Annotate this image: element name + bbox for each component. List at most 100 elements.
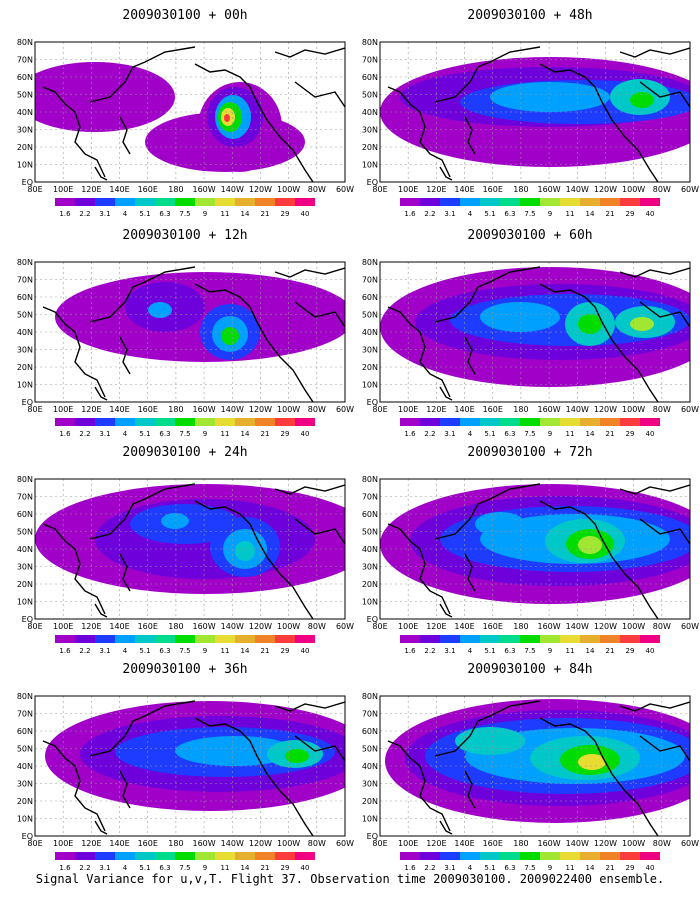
colorbar-swatch — [215, 635, 235, 643]
colorbar-level-label: 40 — [646, 647, 655, 655]
coastline — [539, 63, 659, 182]
lon-tick-label: 160E — [483, 405, 503, 414]
colorbar: 1.6 2.2 3.1 4 5.1 6.3 7.5 9 11 14 21 29 40 — [400, 635, 660, 655]
lon-tick-label: 140E — [454, 185, 474, 194]
colorbar-swatch — [480, 852, 500, 860]
map-panel: 2009030100 + 84h 80N 70N 60N 50N 40N 30N 20N 10N… — [360, 662, 700, 877]
colorbar-swatch — [460, 635, 480, 643]
colorbar-swatch — [500, 418, 520, 426]
lon-tick-label: 160E — [138, 839, 158, 848]
lat-tick-label: 70N — [362, 56, 378, 65]
lon-tick-label: 100W — [277, 185, 300, 194]
lon-tick-label: 140W — [566, 622, 589, 631]
lon-tick-label: 120E — [81, 185, 101, 194]
colorbar-level-label: 1.6 — [404, 864, 416, 872]
lat-tick-label: 60N — [17, 73, 33, 82]
lat-tick-label: 70N — [17, 710, 33, 719]
colorbar: 1.6 2.2 3.1 4 5.1 6.3 7.5 9 11 14 21 29 40 — [55, 635, 315, 655]
colorbar-level-label: 29 — [281, 864, 290, 872]
colorbar-swatch — [95, 418, 115, 426]
lon-tick-label: 100E — [53, 185, 73, 194]
colorbar-level-label: 7.5 — [524, 864, 535, 872]
colorbar-level-label: 7.5 — [179, 210, 190, 218]
coastline — [464, 116, 476, 155]
coastline — [94, 820, 108, 835]
lon-tick-label: 80E — [27, 622, 42, 631]
colorbar-level-label: 1.6 — [404, 647, 416, 655]
coastline — [387, 86, 451, 178]
coastline — [294, 301, 345, 328]
colorbar-level-label: 11 — [566, 430, 575, 438]
lat-tick-label: 10N — [17, 815, 33, 824]
lon-tick-label: 100W — [622, 405, 645, 414]
lon-tick-label: 120W — [594, 622, 617, 631]
lon-tick-label: 140E — [454, 839, 474, 848]
lon-tick-label: 100W — [277, 622, 300, 631]
colorbar-level-label: 5.1 — [139, 864, 150, 872]
colorbar-swatch — [175, 852, 195, 860]
colorbar-swatch — [460, 198, 480, 206]
colorbar-swatch — [500, 635, 520, 643]
lat-tick-label: 70N — [362, 493, 378, 502]
colorbar-level-label: 7.5 — [179, 647, 190, 655]
coastline — [639, 301, 690, 328]
colorbar-swatch — [420, 418, 440, 426]
lat-tick-label: 40N — [362, 545, 378, 554]
colorbar-level-label: 5.1 — [139, 210, 150, 218]
lat-tick-label: EQ — [367, 832, 378, 841]
lat-tick-label: 30N — [362, 126, 378, 135]
variance-contour — [490, 82, 610, 112]
lat-tick-label: EQ — [22, 398, 33, 407]
map-panel: 2009030100 + 12h 80N 70N 60N 50N 40N 30N 20N 10N… — [15, 228, 355, 443]
lon-tick-label: 140W — [221, 622, 244, 631]
colorbar-level-label: 21 — [606, 430, 615, 438]
colorbar-level-label: 21 — [261, 430, 270, 438]
lon-tick-label: 160E — [138, 622, 158, 631]
colorbar-swatch — [540, 635, 560, 643]
colorbar-level-label: 5.1 — [484, 210, 495, 218]
colorbar-swatch — [175, 418, 195, 426]
lon-tick-label: 80W — [308, 185, 326, 194]
lat-tick-label: EQ — [22, 832, 33, 841]
colorbar-swatch — [620, 198, 640, 206]
lon-tick-label: 160W — [192, 839, 215, 848]
map-title: 2009030100 + 12h — [122, 228, 248, 243]
lon-tick-label: 120W — [594, 839, 617, 848]
lat-tick-label: 80N — [17, 38, 33, 47]
coastline — [619, 484, 690, 495]
colorbar-swatch — [440, 852, 460, 860]
lon-tick-label: 60W — [681, 622, 699, 631]
coastline — [639, 518, 690, 545]
colorbar-swatch — [195, 198, 215, 206]
coastline — [294, 81, 345, 108]
colorbar-swatch — [640, 852, 660, 860]
coastline — [294, 518, 345, 545]
coastline — [387, 306, 451, 398]
colorbar-level-label: 14 — [241, 210, 250, 218]
variance-contour — [161, 513, 189, 529]
lon-tick-label: 160W — [192, 185, 215, 194]
colorbar-level-label: 1.6 — [59, 864, 71, 872]
colorbar-level-label: 6.3 — [504, 864, 515, 872]
coastline — [274, 47, 345, 58]
lat-tick-label: 40N — [17, 108, 33, 117]
colorbar-level-label: 5.1 — [139, 647, 150, 655]
colorbar: 1.6 2.2 3.1 4 5.1 6.3 7.5 9 11 14 21 29 40 — [400, 198, 660, 218]
colorbar-level-label: 4 — [468, 647, 473, 655]
lon-tick-label: 60W — [681, 405, 699, 414]
lat-tick-label: 40N — [17, 328, 33, 337]
lat-tick-label: 60N — [17, 510, 33, 519]
map-panel: 2009030100 + 36h 80N 70N 60N 50N 40N 30N 20N 10N… — [15, 662, 355, 877]
colorbar-level-label: 5.1 — [484, 864, 495, 872]
colorbar-level-label: 6.3 — [159, 430, 170, 438]
variance-contour — [630, 92, 654, 108]
colorbar-swatch — [580, 852, 600, 860]
colorbar-swatch — [440, 198, 460, 206]
colorbar-swatch — [255, 635, 275, 643]
variance-contour — [221, 327, 239, 345]
variance-contour — [148, 302, 172, 318]
variance-contour — [630, 317, 654, 331]
lon-tick-label: 140E — [109, 839, 129, 848]
